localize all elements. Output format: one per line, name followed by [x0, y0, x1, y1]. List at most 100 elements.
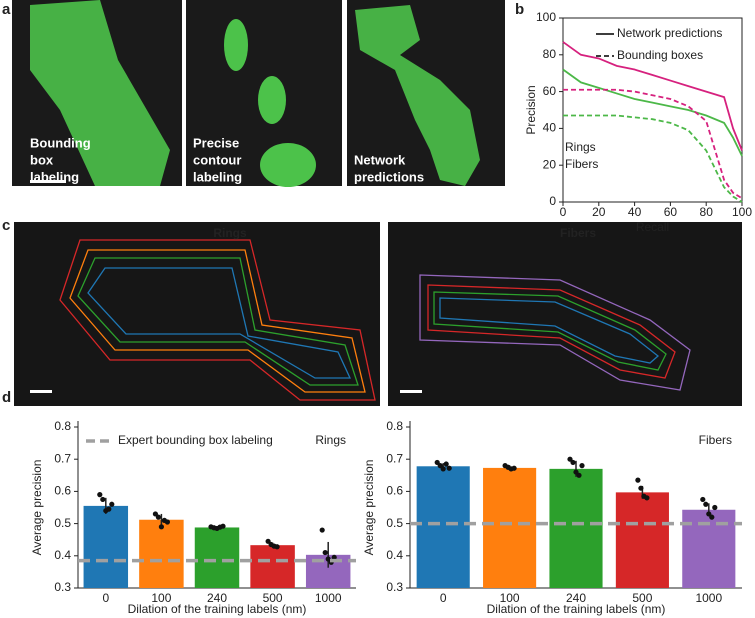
y-tick-label: 0	[549, 194, 556, 208]
microscopy-images	[12, 0, 742, 406]
prediction-overlay	[355, 5, 480, 186]
panel-label: c	[2, 217, 10, 234]
outline	[439, 297, 660, 364]
x-tick-label: 240	[207, 591, 227, 605]
image-title: Rings	[213, 226, 247, 240]
y-tick-label: 100	[536, 10, 556, 24]
x-tick-label: 0	[560, 205, 567, 219]
y-tick-label: 0.3	[386, 580, 403, 594]
bar	[194, 527, 240, 588]
image-caption: box	[30, 152, 54, 167]
scale-bar	[30, 390, 52, 393]
data-point	[158, 524, 164, 530]
y-tick-label: 60	[543, 84, 557, 98]
x-tick-label: 0	[102, 591, 109, 605]
contour-overlay	[258, 76, 286, 124]
x-tick-label: 80	[700, 205, 714, 219]
y-tick-label: 0.8	[54, 419, 71, 433]
data-point	[274, 544, 280, 550]
y-tick-label: 0.8	[386, 419, 403, 433]
legend-label: Expert bounding box labeling	[118, 433, 273, 447]
y-tick-label: 0.6	[386, 484, 403, 498]
outline	[427, 284, 676, 379]
x-tick-label: 60	[664, 205, 678, 219]
data-point	[100, 496, 106, 503]
outline	[433, 291, 667, 371]
data-point	[319, 527, 325, 533]
data-point	[576, 472, 582, 478]
x-tick-label: 1000	[695, 591, 722, 605]
x-axis-label: Dilation of the training labels (nm)	[128, 602, 307, 616]
bar	[250, 545, 295, 588]
x-tick-label: 100	[500, 591, 520, 605]
data-point	[579, 463, 585, 469]
bar	[483, 467, 537, 588]
data-point	[155, 514, 161, 520]
data-point	[443, 461, 449, 467]
image-caption: Precise	[193, 135, 239, 150]
image-title: Fibers	[560, 226, 596, 240]
data-point	[164, 519, 170, 525]
legend-label: Bounding boxes	[617, 48, 703, 62]
x-tick-label: 100	[151, 591, 171, 605]
data-point	[635, 477, 641, 483]
panel-label: a	[2, 1, 11, 18]
legend-label: Network predictions	[617, 26, 722, 40]
curve	[562, 68, 743, 157]
data-point	[331, 554, 337, 561]
data-point	[440, 466, 446, 472]
data-point	[97, 492, 103, 498]
x-axis-label: Dilation of the training labels (nm)	[487, 602, 666, 616]
outline	[419, 274, 691, 391]
y-axis-label: Precision	[524, 85, 538, 134]
legend-label: Rings	[565, 140, 596, 154]
contour-overlay	[224, 19, 248, 71]
outline	[59, 239, 376, 401]
x-tick-label: 20	[592, 205, 606, 219]
data-point	[322, 549, 328, 556]
y-tick-label: 40	[543, 121, 557, 135]
bar	[139, 519, 184, 588]
y-tick-label: 0.5	[54, 516, 71, 530]
outline	[77, 257, 359, 386]
y-tick-label: 0.4	[54, 548, 71, 562]
y-axis-label: Average precision	[362, 460, 376, 556]
image-caption: labeling	[193, 169, 242, 184]
contour-overlay	[260, 143, 316, 187]
data-point	[446, 465, 452, 471]
bar	[682, 509, 736, 588]
panel-label: b	[515, 1, 524, 18]
y-tick-label: 0.7	[386, 451, 403, 465]
y-tick-label: 0.4	[386, 548, 403, 562]
x-tick-label: 240	[566, 591, 586, 605]
x-tick-label: 100	[732, 205, 752, 219]
y-tick-label: 20	[543, 157, 557, 171]
x-tick-label: 0	[440, 591, 447, 605]
x-tick-label: 40	[628, 205, 642, 219]
chart-title: Rings	[315, 433, 346, 447]
data-point	[712, 504, 718, 511]
x-tick-label: 500	[263, 591, 283, 605]
data-point	[700, 496, 706, 503]
x-axis-label: Recall	[636, 220, 669, 234]
bar	[615, 492, 669, 588]
image-caption: predictions	[354, 169, 424, 184]
bar	[416, 466, 470, 588]
bar	[549, 468, 603, 588]
y-tick-label: 0.3	[54, 580, 71, 594]
y-tick-label: 0.7	[54, 451, 71, 465]
image-caption: Network	[354, 152, 406, 167]
data-point	[511, 465, 517, 471]
outline	[87, 267, 352, 379]
data-point	[570, 459, 576, 466]
scale-bar	[30, 180, 66, 183]
bbox-overlay	[30, 0, 170, 186]
y-tick-label: 80	[543, 47, 557, 61]
outline	[69, 249, 366, 393]
data-point	[703, 501, 709, 507]
data-point	[638, 485, 644, 491]
image-caption: contour	[193, 152, 241, 167]
data-point	[644, 495, 650, 501]
plot-frame	[562, 17, 743, 203]
y-tick-label: 0.5	[386, 516, 403, 530]
